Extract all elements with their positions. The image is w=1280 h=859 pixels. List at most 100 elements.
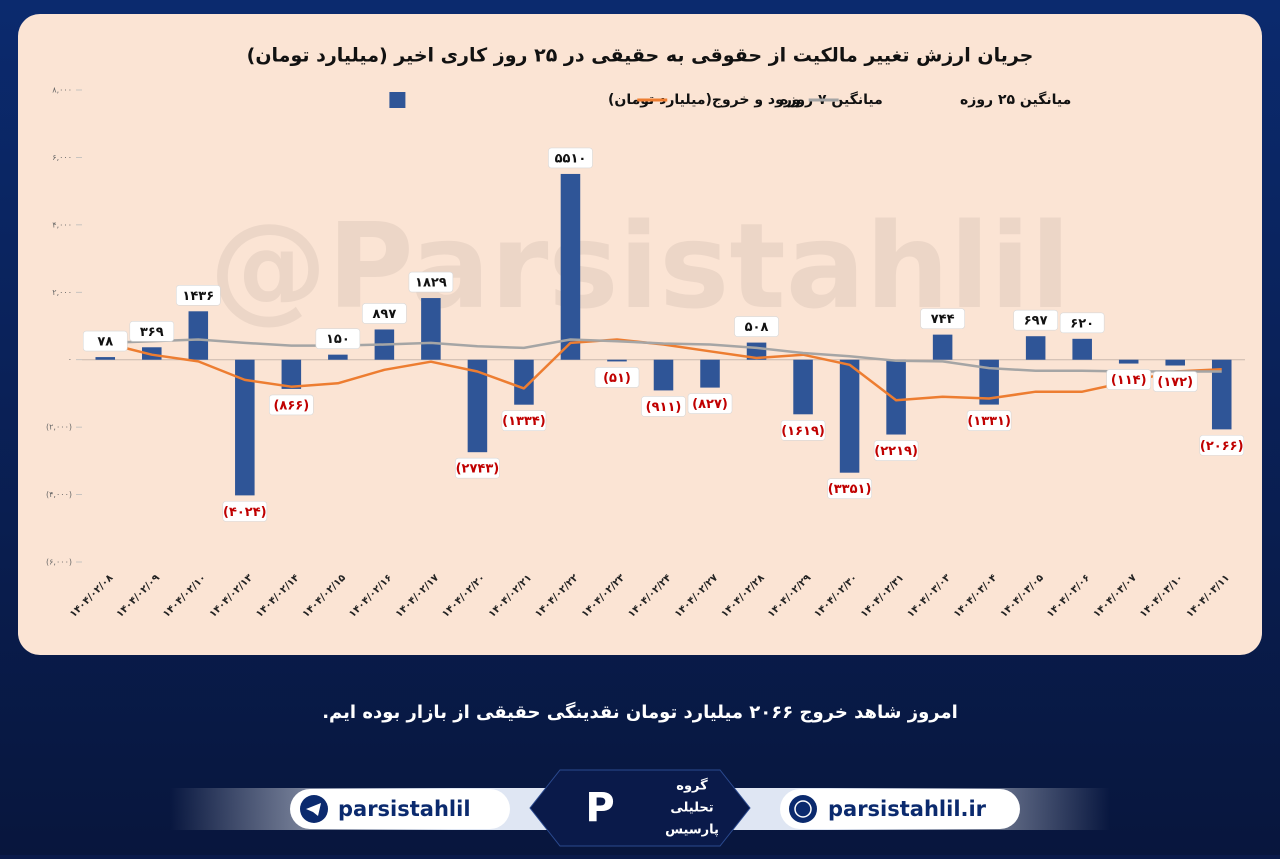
- bar: [421, 298, 441, 360]
- bar: [95, 357, 116, 360]
- value-label-box: [315, 328, 361, 349]
- bar: [793, 359, 813, 415]
- bar: [1165, 359, 1185, 366]
- telegram-pill: [290, 789, 510, 829]
- value-label: (۵۱): [603, 371, 631, 386]
- value-label: ۵۰۸: [745, 320, 769, 335]
- value-label: (۱۶۱۹): [781, 424, 825, 439]
- value-label-box: [269, 394, 314, 416]
- value-label: ۳۶۹: [140, 325, 164, 340]
- bar: [979, 359, 999, 405]
- chart-panel: [18, 14, 1262, 655]
- bar: [1025, 336, 1046, 360]
- value-label: (۱۱۴): [1111, 373, 1147, 388]
- bar: [1211, 359, 1232, 430]
- value-label: ۷۸: [97, 335, 113, 350]
- legend-label: ورود و خروج(میلیارد تومان): [608, 92, 801, 108]
- bar: [328, 354, 348, 360]
- value-label-box: [641, 396, 686, 417]
- value-label: (۸۲۷): [692, 397, 728, 412]
- logo-text: پارسیس: [665, 823, 719, 838]
- value-label: ۷۴۴: [931, 312, 955, 327]
- chart-title: جریان ارزش تغییر مالکیت از حقوقی به حقیق…: [247, 45, 1034, 67]
- y-tick-label: ۰: [68, 355, 72, 364]
- y-tick-label: ۲,۰۰۰: [52, 288, 72, 297]
- value-label-box: [222, 501, 268, 522]
- legend-label: میانگین ۲۵ روزه: [960, 91, 1071, 108]
- bar: [467, 359, 488, 453]
- value-label-box: [873, 440, 919, 461]
- value-label: (۲۷۴۳): [456, 462, 500, 477]
- website[interactable]: parsistahlil.ir: [828, 797, 987, 821]
- value-label-box: [1013, 309, 1058, 331]
- bar: [514, 359, 534, 405]
- value-label-box: [1106, 369, 1151, 390]
- value-label-box: [455, 457, 500, 479]
- value-label-box: [780, 419, 826, 441]
- value-label: ۶۹۷: [1024, 314, 1048, 329]
- line: [105, 338, 1222, 373]
- bar: [1118, 359, 1139, 364]
- value-label: (۴۰۲۴): [223, 505, 267, 520]
- value-label: (۱۷۲): [1157, 375, 1193, 390]
- value-label-box: [920, 308, 965, 329]
- value-label-box: [176, 285, 221, 306]
- logo-text: گروه: [676, 778, 708, 794]
- value-label-box: [827, 478, 872, 499]
- y-tick-label: ۸,۰۰۰: [52, 86, 72, 95]
- value-label-box: [1152, 371, 1198, 392]
- y-tick-label: (۶,۰۰۰): [46, 558, 72, 567]
- logo-text: تحلیلی: [670, 801, 713, 816]
- value-label: (۲۲۱۹): [874, 444, 918, 459]
- bar: [560, 173, 581, 360]
- bar: [886, 359, 906, 435]
- value-label: (۱۳۳۴): [502, 414, 546, 429]
- caption: امروز شاهد خروج ۲۰۶۶ میلیارد تومان نقدین…: [322, 701, 958, 723]
- value-label: ۵۵۱۰: [555, 151, 587, 166]
- telegram-plane: [306, 803, 321, 816]
- telegram-handle[interactable]: parsistahlil: [338, 797, 471, 821]
- bar: [607, 359, 627, 362]
- value-label-box: [734, 316, 779, 337]
- y-tick-label: ۴,۰۰۰: [52, 220, 72, 229]
- value-label-box: [362, 303, 407, 324]
- value-label: (۸۶۶): [273, 398, 309, 413]
- value-label: ۶۲۰: [1070, 316, 1094, 331]
- value-label-box: [1059, 312, 1105, 334]
- bar: [188, 311, 209, 360]
- value-label-box: [594, 367, 640, 388]
- bar: [839, 359, 860, 473]
- value-label-box: [966, 410, 1012, 431]
- value-label-box: [548, 147, 593, 169]
- y-tick-label: ۶,۰۰۰: [52, 153, 72, 162]
- y-tick-label: (۲,۰۰۰): [46, 423, 72, 432]
- bar: [932, 334, 953, 360]
- globe-lines: [794, 800, 812, 818]
- logo-mark: P: [585, 785, 614, 831]
- y-tick-label: (۴,۰۰۰): [46, 490, 72, 499]
- value-label-box: [82, 330, 128, 352]
- value-label: ۸۹۷: [372, 307, 396, 322]
- value-label-box: [501, 410, 547, 431]
- bar: [700, 359, 720, 388]
- value-label: ۱۵۰: [326, 332, 350, 347]
- value-label: (۳۳۵۱): [828, 482, 872, 497]
- legend-swatch: [389, 92, 406, 108]
- value-label-box: [129, 320, 175, 342]
- bar: [1072, 338, 1092, 360]
- value-label: (۱۳۳۱): [967, 414, 1011, 429]
- value-label-box: [408, 271, 454, 293]
- bar: [281, 359, 302, 389]
- bar: [653, 359, 674, 391]
- value-label: ۱۴۳۶: [182, 289, 214, 304]
- value-label: ۱۸۲۹: [415, 276, 447, 291]
- logo-box: [529, 769, 751, 847]
- website-pill: [780, 789, 1020, 829]
- bar: [235, 359, 255, 496]
- value-label-box: [687, 393, 733, 414]
- globe-icon: [789, 795, 817, 823]
- value-label-box: [1199, 435, 1245, 456]
- value-label: (۲۰۶۶): [1200, 439, 1244, 454]
- value-label: (۹۱۱): [646, 400, 682, 415]
